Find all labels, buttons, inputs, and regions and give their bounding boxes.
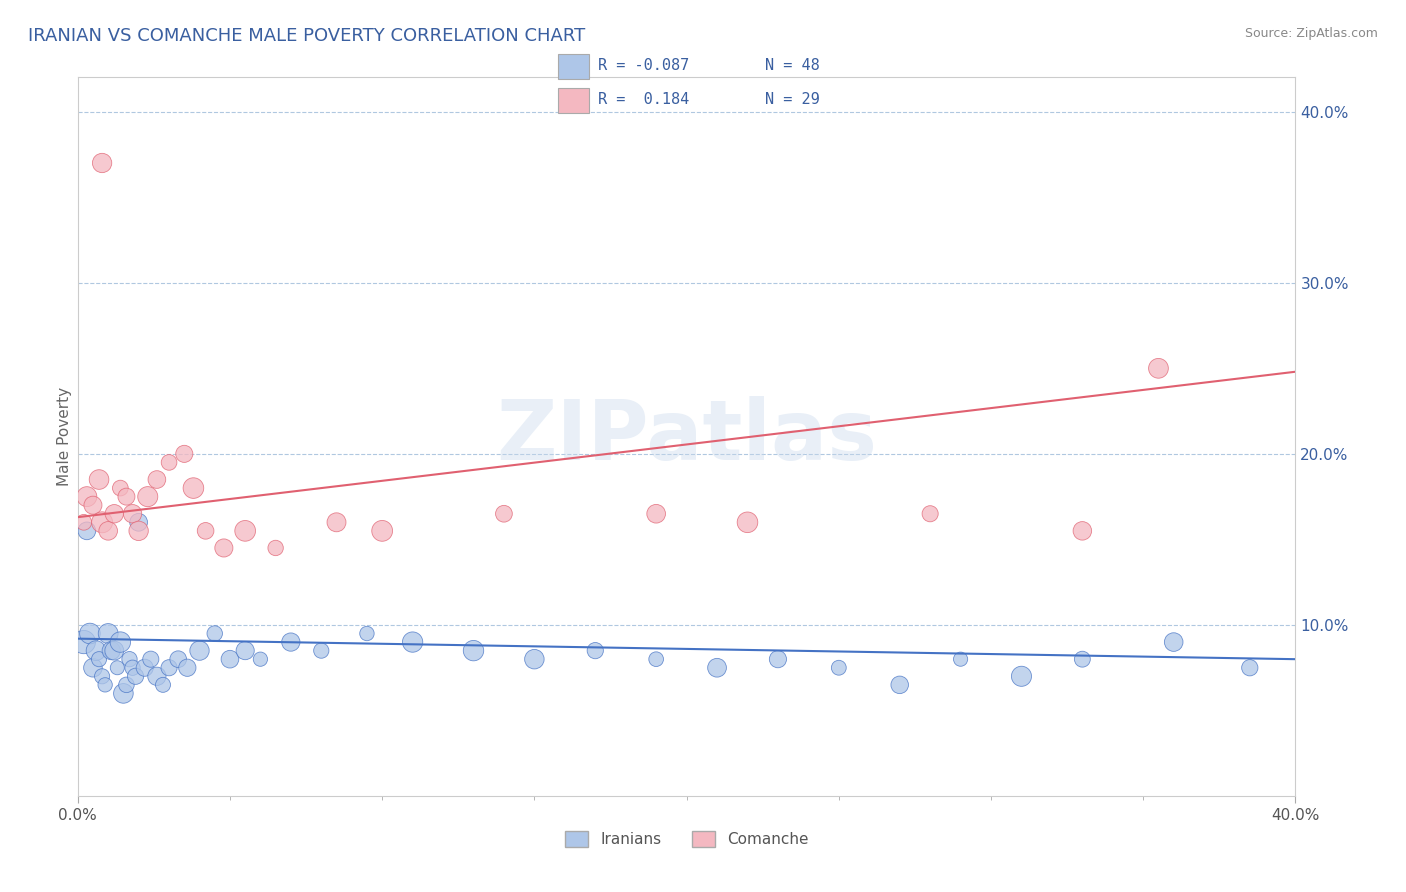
FancyBboxPatch shape <box>558 87 589 112</box>
Point <box>157 661 180 675</box>
Point <box>128 516 150 530</box>
Point <box>103 643 125 657</box>
Point <box>194 524 217 538</box>
Point <box>1071 524 1094 538</box>
Point <box>523 652 546 666</box>
Point <box>401 635 423 649</box>
Point <box>356 626 378 640</box>
Point <box>889 678 911 692</box>
Point <box>463 643 485 657</box>
Point <box>173 447 195 461</box>
Point <box>146 669 169 683</box>
Point <box>706 661 728 675</box>
Point <box>645 507 668 521</box>
Text: R = -0.087: R = -0.087 <box>598 58 689 73</box>
Point <box>87 473 110 487</box>
Point <box>139 652 162 666</box>
Text: IRANIAN VS COMANCHE MALE POVERTY CORRELATION CHART: IRANIAN VS COMANCHE MALE POVERTY CORRELA… <box>28 27 585 45</box>
Point <box>73 635 96 649</box>
Point <box>311 643 333 657</box>
Point <box>91 156 114 170</box>
Point <box>91 516 114 530</box>
Point <box>828 661 851 675</box>
Point <box>183 481 205 495</box>
Point <box>152 678 174 692</box>
Point <box>105 661 128 675</box>
Point <box>212 541 235 555</box>
Point <box>97 626 120 640</box>
Point <box>94 678 117 692</box>
Point <box>1011 669 1033 683</box>
Point <box>233 524 256 538</box>
Point <box>91 669 114 683</box>
Point <box>583 643 606 657</box>
Point <box>492 507 515 521</box>
Point <box>115 490 138 504</box>
Point <box>124 669 146 683</box>
Point <box>115 678 138 692</box>
Point <box>645 652 668 666</box>
Point <box>121 507 143 521</box>
Point <box>97 524 120 538</box>
Point <box>280 635 302 649</box>
Text: N = 29: N = 29 <box>765 93 820 107</box>
Point <box>87 652 110 666</box>
Point <box>233 643 256 657</box>
Point <box>76 524 98 538</box>
Point <box>100 643 122 657</box>
Point <box>103 507 125 521</box>
Point <box>110 481 132 495</box>
Point <box>1071 652 1094 666</box>
FancyBboxPatch shape <box>558 54 589 78</box>
Point <box>79 626 101 640</box>
Point <box>188 643 211 657</box>
Text: Source: ZipAtlas.com: Source: ZipAtlas.com <box>1244 27 1378 40</box>
Point <box>949 652 972 666</box>
Point <box>920 507 942 521</box>
Point <box>1163 635 1185 649</box>
Point <box>219 652 242 666</box>
Point <box>82 498 104 512</box>
Point <box>737 516 759 530</box>
Point <box>82 661 104 675</box>
Text: ZIPatlas: ZIPatlas <box>496 396 877 477</box>
Y-axis label: Male Poverty: Male Poverty <box>58 387 72 486</box>
Point <box>110 635 132 649</box>
Point <box>249 652 271 666</box>
Point <box>134 661 156 675</box>
Text: N = 48: N = 48 <box>765 58 820 73</box>
Point <box>73 516 96 530</box>
Point <box>136 490 159 504</box>
Point <box>204 626 226 640</box>
Legend: Iranians, Comanche: Iranians, Comanche <box>558 825 814 853</box>
Text: R =  0.184: R = 0.184 <box>598 93 689 107</box>
Point <box>76 490 98 504</box>
Point <box>157 455 180 469</box>
Point <box>167 652 190 666</box>
Point <box>1147 361 1170 376</box>
Point <box>118 652 141 666</box>
Point <box>84 643 107 657</box>
Point <box>128 524 150 538</box>
Point <box>146 473 169 487</box>
Point <box>1239 661 1261 675</box>
Point <box>371 524 394 538</box>
Point <box>325 516 347 530</box>
Point <box>176 661 198 675</box>
Point <box>264 541 287 555</box>
Point <box>766 652 789 666</box>
Point <box>121 661 143 675</box>
Point <box>112 686 135 700</box>
